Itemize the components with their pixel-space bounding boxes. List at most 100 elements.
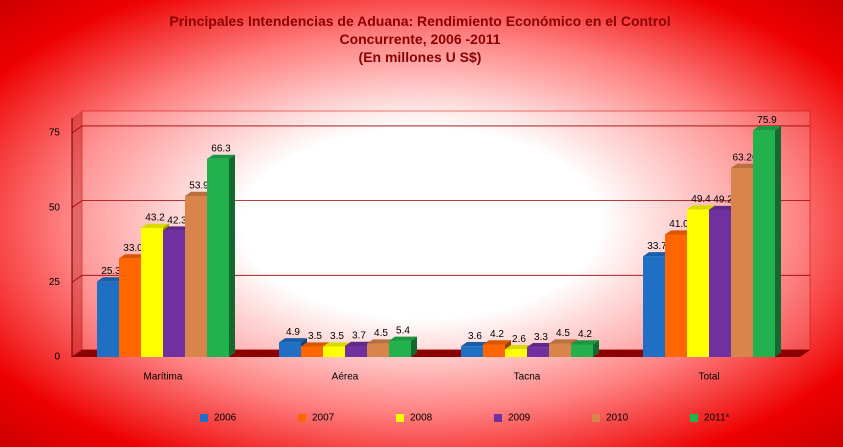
titles: Principales Intendencias de Aduana: Rend…	[150, 12, 690, 66]
bar	[505, 349, 527, 357]
bar	[207, 158, 229, 357]
y-tick-label: 0	[54, 352, 60, 363]
bar-top	[643, 252, 671, 257]
y-tick-label: 75	[49, 128, 61, 139]
bar-top	[97, 277, 125, 282]
bar	[163, 230, 185, 357]
legend-swatch	[298, 414, 306, 422]
bar-top	[571, 340, 599, 345]
left-wall	[72, 111, 82, 357]
bar	[367, 343, 389, 357]
bar	[141, 227, 163, 357]
bar	[119, 258, 141, 357]
bar-top	[141, 223, 169, 228]
bar-top	[207, 154, 235, 159]
data-label: 3.3	[534, 332, 548, 343]
legend-label: 2010	[606, 413, 629, 424]
data-label: 4.9	[286, 327, 300, 338]
legend-label: 2011*	[704, 413, 730, 424]
legend-label: 2009	[508, 413, 531, 424]
bar	[461, 346, 483, 357]
data-label: 3.6	[468, 331, 482, 342]
data-label: 41.0	[669, 219, 689, 230]
grid-line	[71, 274, 810, 283]
bar	[279, 342, 301, 357]
bar	[323, 346, 345, 357]
data-label: 53.9	[189, 181, 209, 192]
bar	[687, 209, 709, 357]
legend-swatch	[592, 414, 600, 422]
legend-label: 2006	[214, 413, 237, 424]
bar-top	[753, 126, 781, 131]
bar	[527, 347, 549, 357]
bar-side	[411, 336, 417, 357]
bar-top	[367, 339, 395, 344]
data-label: 49.2	[713, 195, 733, 206]
legend-swatch	[494, 414, 502, 422]
bar-top	[527, 342, 555, 348]
data-label: 4.5	[556, 328, 570, 339]
bar-top	[279, 338, 307, 343]
data-label: 43.2	[145, 213, 165, 224]
bar-top	[709, 205, 737, 211]
legend-swatch	[396, 414, 404, 422]
bar	[643, 256, 665, 357]
chart-subtitle: (En millones U S$)	[358, 49, 482, 65]
bar	[753, 130, 775, 357]
bar	[571, 344, 593, 357]
data-label: 4.5	[374, 328, 388, 339]
data-label: 25.3	[101, 266, 121, 277]
bar-top	[483, 340, 511, 345]
bar-top	[549, 339, 577, 344]
legend-label: 2007	[312, 413, 335, 424]
bar-side	[229, 154, 235, 357]
x-tick-label: Marítima	[144, 372, 183, 383]
data-label: 42.3	[167, 215, 187, 226]
bar-side	[593, 340, 599, 357]
bar	[709, 210, 731, 357]
legend-swatch	[200, 414, 208, 422]
bar	[97, 281, 119, 357]
data-label: 3.7	[352, 331, 366, 342]
bar-top	[461, 342, 489, 347]
bar	[731, 168, 753, 357]
y-tick-label: 50	[49, 202, 61, 213]
data-label: 63.26	[732, 153, 757, 164]
bar-top	[389, 336, 417, 341]
bar-top	[665, 230, 693, 235]
y-tick-label: 25	[49, 277, 61, 288]
bar-top	[731, 163, 759, 169]
data-label: 5.4	[396, 326, 410, 337]
bar	[483, 344, 505, 357]
data-label: 4.2	[490, 329, 504, 340]
data-label: 3.5	[308, 331, 322, 342]
data-label: 2.6	[512, 334, 526, 345]
data-label: 66.3	[211, 144, 231, 155]
x-tick-label: Tacna	[514, 372, 541, 383]
bar-side	[775, 126, 781, 357]
bar-top	[163, 226, 191, 231]
bar-top	[301, 342, 329, 347]
bar	[345, 345, 367, 357]
x-tick-label: Aérea	[332, 372, 359, 383]
grid-line	[71, 200, 810, 208]
data-label: 49.4	[691, 194, 711, 205]
data-label: 33.7	[647, 241, 667, 252]
grid-line	[71, 125, 810, 134]
bar	[185, 195, 207, 357]
chart-title: Principales Intendencias de Aduana: Rend…	[169, 13, 671, 47]
data-label: 3.5	[330, 331, 344, 342]
bar-top	[687, 205, 715, 210]
floor	[72, 350, 810, 357]
x-tick-label: Total	[698, 372, 719, 383]
bar-top	[345, 341, 373, 346]
bar-top	[505, 345, 533, 350]
bar-top	[323, 342, 351, 347]
data-label: 33.0	[123, 243, 143, 254]
data-label: 4.2	[578, 329, 592, 340]
bar	[549, 343, 571, 357]
bar-top	[119, 254, 147, 259]
data-label: 75.9	[757, 115, 777, 126]
